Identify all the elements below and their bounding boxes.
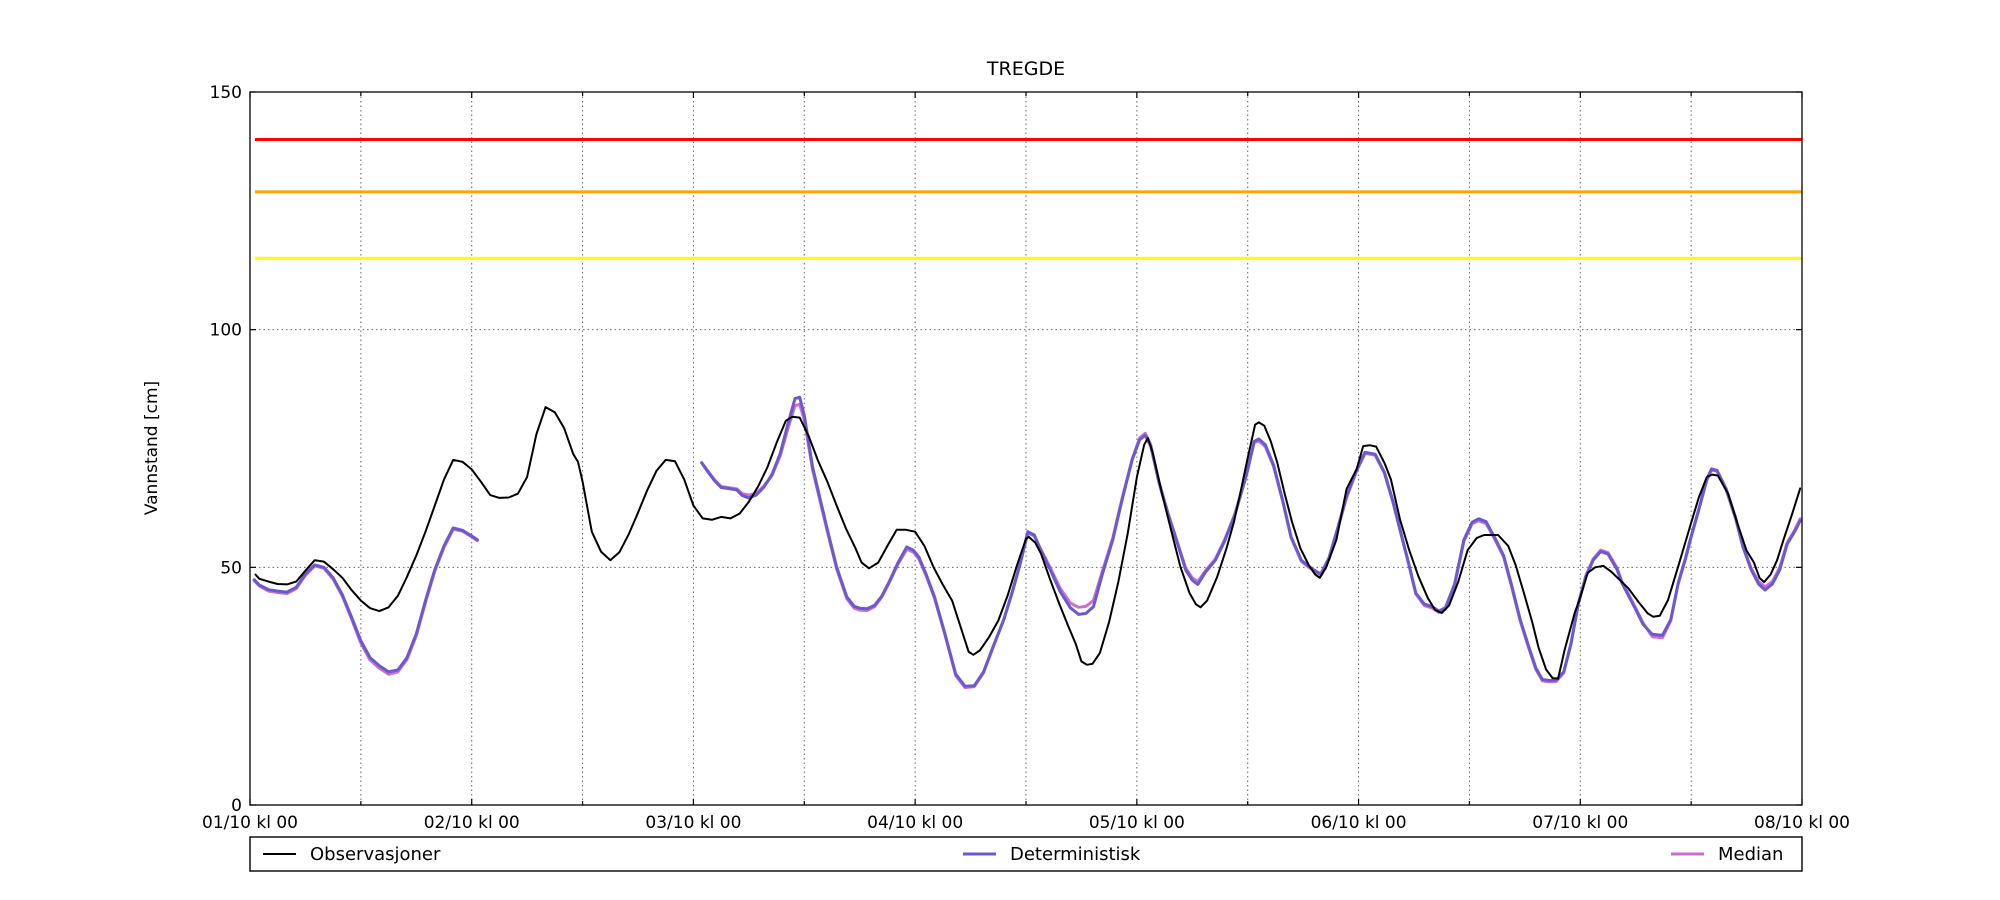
x-tick-label: 05/10 kl 00	[1089, 813, 1185, 833]
x-tick-label: 01/10 kl 00	[202, 813, 298, 833]
y-axis-label: Vannstand [cm]	[142, 380, 162, 516]
observasjoner-line	[254, 406, 1802, 680]
y-tick-label: 150	[210, 83, 242, 103]
legend-label-deterministisk: Deterministisk	[1010, 844, 1141, 865]
x-tick-label: 08/10 kl 00	[1754, 813, 1850, 833]
chart-title: TREGDE	[986, 58, 1066, 80]
deterministisk-line	[252, 526, 479, 674]
legend-label-observasjoner: Observasjoner	[310, 844, 441, 865]
y-tick-label: 0	[231, 796, 242, 816]
legend-label-median: Median	[1718, 844, 1783, 865]
y-tick-label: 100	[210, 321, 242, 341]
x-tick-label: 02/10 kl 00	[424, 813, 520, 833]
x-tick-label: 04/10 kl 00	[867, 813, 963, 833]
x-tick-label: 03/10 kl 00	[645, 813, 741, 833]
y-tick-label: 50	[220, 558, 242, 578]
legend-box	[249, 836, 1803, 872]
x-tick-label: 07/10 kl 00	[1532, 813, 1628, 833]
x-tick-label: 06/10 kl 00	[1311, 813, 1407, 833]
